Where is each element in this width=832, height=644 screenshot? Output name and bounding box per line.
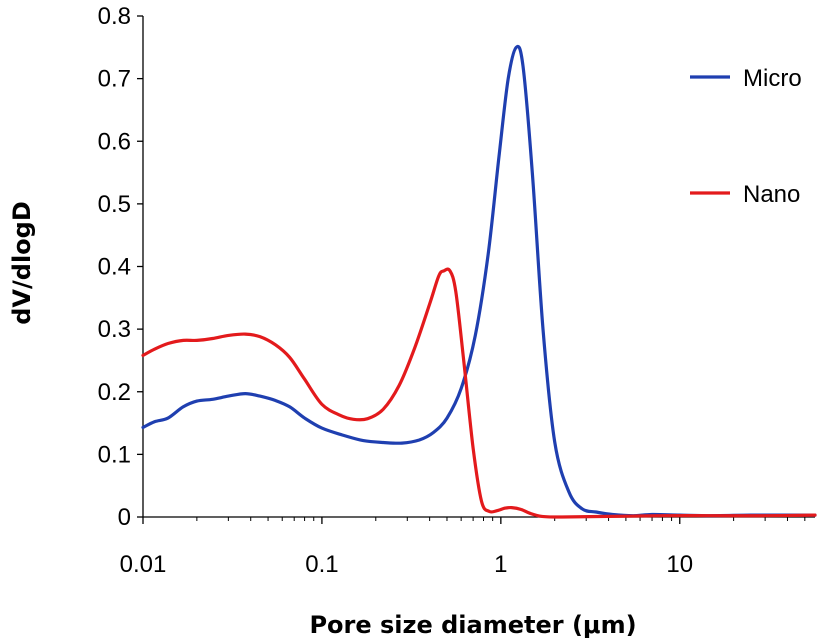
y-tick-label: 0.8 xyxy=(98,3,131,30)
series-line-micro xyxy=(141,44,817,518)
x-axis-ticks: 0.01 0.1 1 10 xyxy=(120,517,806,578)
y-tick-label: 0.4 xyxy=(98,254,131,281)
y-tick-label: 0.6 xyxy=(98,128,131,155)
y-tick-label: 0.7 xyxy=(98,66,131,93)
x-tick-label: 10 xyxy=(666,551,693,578)
y-tick-label: 0.5 xyxy=(98,191,131,218)
legend-label-micro: Micro xyxy=(743,65,802,92)
series-line-nano xyxy=(141,267,817,519)
y-tick-label: 0.1 xyxy=(98,441,131,468)
x-tick-label: 0.01 xyxy=(120,551,167,578)
x-axis-title: Pore size diameter (μm) xyxy=(309,611,636,639)
x-tick-label: 0.1 xyxy=(305,551,338,578)
y-axis-title: dV/dlogD xyxy=(8,201,36,325)
legend: Micro Nano xyxy=(690,65,802,208)
y-tick-label: 0 xyxy=(118,504,131,531)
y-tick-label: 0.2 xyxy=(98,379,131,406)
y-tick-label: 0.3 xyxy=(98,316,131,343)
y-axis-ticks: 0 0.1 0.2 0.3 0.4 0.5 0.6 0.7 0.8 xyxy=(98,3,143,531)
legend-label-nano: Nano xyxy=(743,181,800,208)
axes xyxy=(142,16,815,518)
series-layer xyxy=(141,44,817,519)
x-tick-label: 1 xyxy=(494,551,507,578)
